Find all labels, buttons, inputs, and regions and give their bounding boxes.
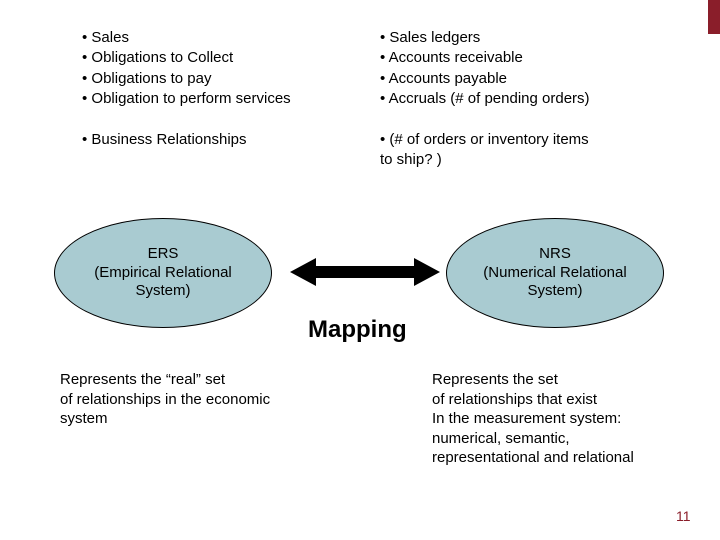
bullet-item: to ship? ) <box>380 150 589 170</box>
page-number: 11 <box>676 508 691 524</box>
nrs-ellipse-label: NRS(Numerical RelationalSystem) <box>483 245 626 301</box>
bullet-item: • Obligation to perform services <box>82 89 291 109</box>
bullet-item: • Sales <box>82 28 291 48</box>
caption-right: Represents the setof relationships that … <box>432 370 634 468</box>
accent-bar <box>708 0 720 34</box>
ers-ellipse: ERS(Empirical RelationalSystem) <box>54 218 272 328</box>
bullet-item: • Accounts receivable <box>380 48 590 68</box>
nrs-ellipse: NRS(Numerical RelationalSystem) <box>446 218 664 328</box>
ers-ellipse-label: ERS(Empirical RelationalSystem) <box>94 245 232 301</box>
mapping-arrow <box>290 258 440 286</box>
bullet-item: • Accounts payable <box>380 69 590 89</box>
bullet-item: • Obligations to Collect <box>82 48 291 68</box>
mapping-label: Mapping <box>308 316 407 344</box>
bullets-left-top: • Sales• Obligations to Collect• Obligat… <box>82 28 291 109</box>
caption-left: Represents the “real” setof relationship… <box>60 370 270 429</box>
bullets-right-bottom: • (# of orders or inventory itemsto ship… <box>380 130 589 171</box>
bullet-item: • Sales ledgers <box>380 28 590 48</box>
bullets-right-top: • Sales ledgers• Accounts receivable• Ac… <box>380 28 590 109</box>
bullet-item: • Obligations to pay <box>82 69 291 89</box>
bullet-item: • (# of orders or inventory items <box>380 130 589 150</box>
bullets-left-bottom: • Business Relationships <box>82 130 247 150</box>
bullet-item: • Accruals (# of pending orders) <box>380 89 590 109</box>
bullet-item: • Business Relationships <box>82 130 247 150</box>
